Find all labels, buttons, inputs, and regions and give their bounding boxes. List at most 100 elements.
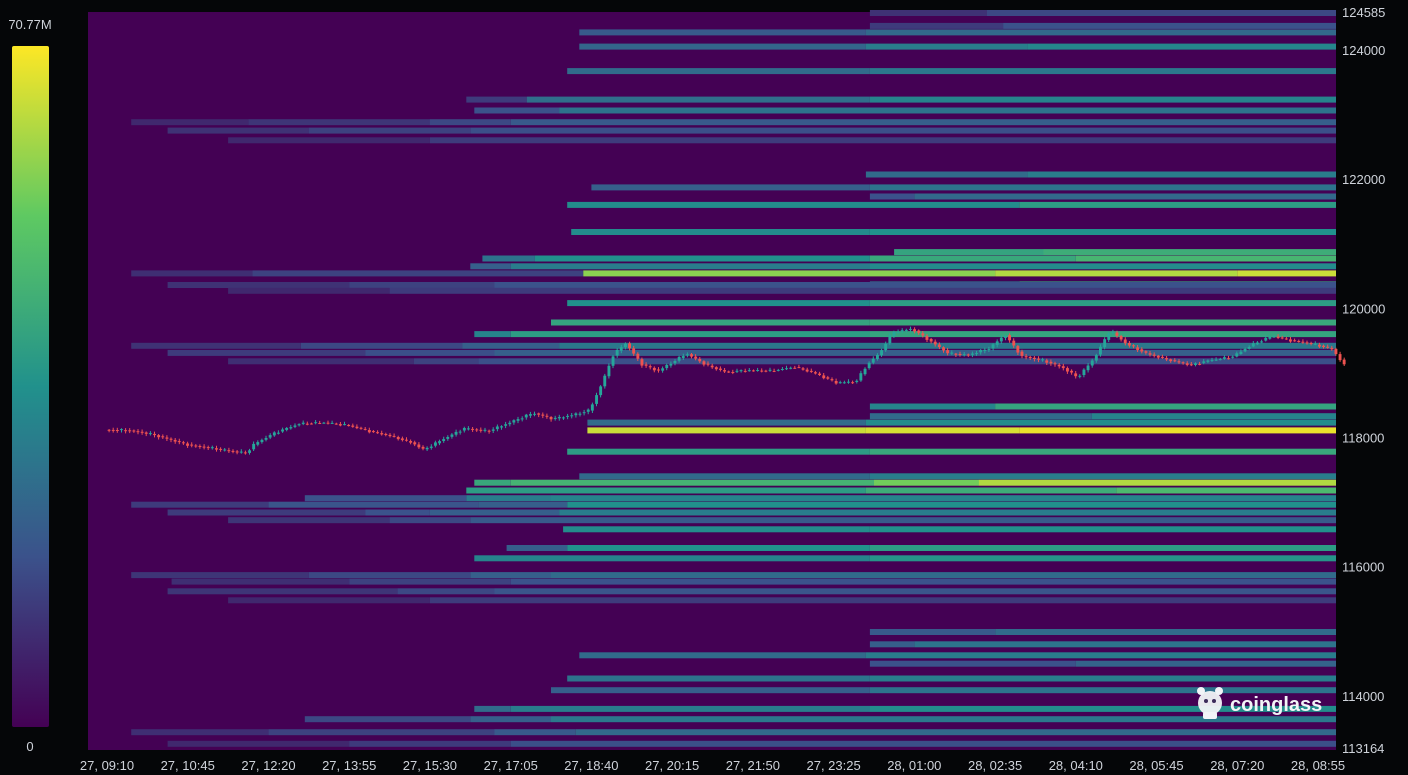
liquidity-band-segment <box>591 184 870 191</box>
candle-body <box>1020 351 1024 356</box>
liquidity-band-segment <box>167 588 398 595</box>
price-candle <box>235 450 239 455</box>
liquidity-band-segment <box>482 255 535 262</box>
liquidity-band-segment <box>510 705 870 712</box>
price-candle <box>1326 344 1330 349</box>
candle-body <box>946 350 950 354</box>
candle-body <box>1194 363 1197 365</box>
price-candle <box>529 411 532 418</box>
price-candle <box>504 421 508 429</box>
liquidity-band <box>228 358 1336 365</box>
liquidity-band-segment <box>869 705 1336 712</box>
liquidity-band-segment <box>478 501 568 508</box>
candle-body <box>206 447 210 449</box>
liquidity-band <box>167 349 1336 356</box>
liquidity-band-segment <box>389 517 471 524</box>
price-candle <box>1012 338 1016 348</box>
candle-body <box>1293 340 1297 342</box>
price-candle <box>863 367 867 376</box>
price-candle <box>173 438 177 444</box>
candle-body <box>182 442 185 444</box>
x-tick-label: 27, 09:10 <box>80 758 134 773</box>
candle-body <box>586 409 590 412</box>
liquidity-band-segment <box>131 119 249 126</box>
liquidity-band-segment <box>865 171 1028 178</box>
price-candle <box>454 429 458 437</box>
price-candle <box>557 414 561 421</box>
price-candle <box>987 346 991 352</box>
candle-body <box>975 353 978 355</box>
liquidity-band-segment <box>869 473 1336 480</box>
candle-body <box>859 373 863 381</box>
candle-body <box>1326 346 1330 348</box>
price-candle <box>590 402 594 413</box>
price-candle <box>115 427 119 433</box>
liquidity-band <box>228 137 1336 144</box>
price-candle <box>1053 361 1057 367</box>
price-candle <box>900 328 904 334</box>
price-candle <box>1173 358 1177 363</box>
candle-body <box>297 424 301 426</box>
liquidity-band-segment <box>248 119 430 126</box>
price-candle <box>966 353 970 357</box>
x-tick-label: 27, 23:25 <box>806 758 860 773</box>
liquidity-band-segment <box>494 588 1336 595</box>
y-tick-label: 118000 <box>1342 431 1384 446</box>
liquidity-band <box>579 652 1336 659</box>
liquidity-band <box>466 96 1336 103</box>
candle-body <box>1119 336 1123 340</box>
price-candle <box>177 438 181 445</box>
price-candle <box>706 361 710 367</box>
liquidity-band-segment <box>583 270 995 277</box>
price-candle <box>1123 337 1127 346</box>
coinglass-watermark: coinglass <box>1197 687 1322 719</box>
liquidity-band <box>869 413 1336 420</box>
price-candle <box>776 368 780 372</box>
price-candle <box>652 366 656 373</box>
price-candle <box>376 430 379 434</box>
candle-body <box>566 415 569 417</box>
liquidity-band-segment <box>510 479 874 486</box>
candle-body <box>351 425 355 427</box>
candle-body <box>1173 360 1177 362</box>
candle-body <box>1276 336 1280 338</box>
candle-body <box>826 377 830 379</box>
price-candle <box>314 420 318 425</box>
price-candle <box>698 357 702 363</box>
candle-body <box>1206 360 1210 362</box>
candle-body <box>1301 341 1305 343</box>
candle-body <box>491 429 495 431</box>
price-candle <box>479 427 483 433</box>
candle-body <box>1082 369 1086 375</box>
candle-body <box>851 382 855 384</box>
candle-body <box>1024 356 1028 358</box>
price-candle <box>1202 359 1206 365</box>
price-candle <box>140 429 144 435</box>
price-candle <box>710 363 714 369</box>
price-candle <box>239 449 243 454</box>
price-candle <box>260 438 264 444</box>
candle-body <box>615 349 619 356</box>
price-candle <box>669 361 673 368</box>
price-candle <box>1008 333 1011 343</box>
price-candle <box>107 429 111 433</box>
liquidity-band-segment <box>869 193 915 200</box>
candle-body <box>842 382 846 384</box>
price-candle <box>1024 353 1028 360</box>
liquidity-band-segment <box>1091 413 1336 420</box>
price-candle <box>673 359 677 366</box>
liquidity-band-segment <box>869 300 1336 307</box>
candle-body <box>1016 346 1020 353</box>
liquidity-band <box>587 427 1336 434</box>
candle-body <box>553 417 557 419</box>
price-candle <box>186 441 189 448</box>
price-candle <box>714 366 718 371</box>
y-tick-label: 113164 <box>1342 741 1384 756</box>
liquidity-band <box>579 473 1336 480</box>
candle-body <box>1049 361 1053 364</box>
candle-body <box>1305 342 1309 344</box>
liquidity-band <box>551 687 1336 694</box>
price-candle <box>520 416 524 422</box>
candle-body <box>1235 353 1239 357</box>
price-candle <box>1231 355 1235 359</box>
